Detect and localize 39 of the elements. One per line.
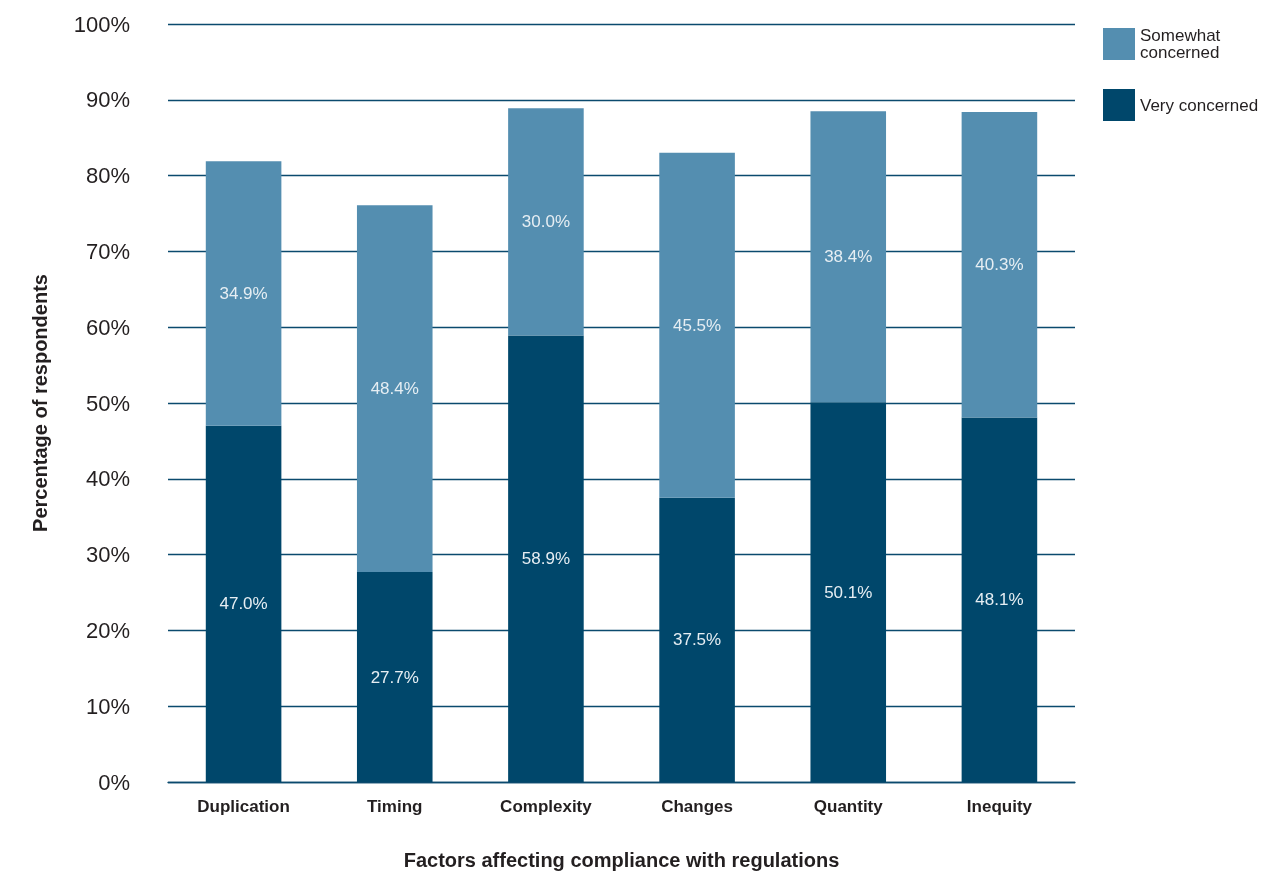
- x-axis-title: Factors affecting compliance with regulations: [403, 849, 840, 871]
- y-tick-label: 50%: [85, 390, 130, 416]
- data-label: 34.9%: [219, 283, 268, 303]
- y-tick-label: 70%: [85, 238, 130, 264]
- y-tick-label: 0%: [98, 769, 130, 795]
- data-label: 45.5%: [672, 315, 722, 335]
- data-label: 30.0%: [521, 212, 571, 232]
- bar: [659, 152, 735, 498]
- y-tick-label: 90%: [85, 87, 130, 113]
- bar: [356, 205, 433, 573]
- bar: [810, 111, 887, 403]
- data-label: 47.0%: [219, 594, 268, 614]
- legend-label: Very concerned: [1140, 95, 1259, 115]
- data-label: 58.9%: [521, 549, 571, 569]
- data-label: 40.3%: [975, 255, 1024, 275]
- y-tick-label: 100%: [73, 11, 130, 37]
- data-label: 48.1%: [975, 590, 1024, 610]
- data-label: 37.5%: [672, 630, 722, 650]
- data-label: 48.4%: [370, 379, 419, 399]
- y-tick-label: 20%: [85, 617, 130, 643]
- bar: [508, 108, 584, 336]
- y-tick-label: 60%: [85, 314, 130, 340]
- x-tick-label: Quantity: [813, 797, 884, 816]
- x-tick-label: Changes: [661, 797, 733, 816]
- y-tick-label: 30%: [85, 542, 130, 568]
- x-tick-label: Timing: [367, 797, 423, 816]
- bar: [961, 111, 1038, 418]
- bar: [205, 161, 282, 426]
- y-axis-title: Percentage of respondents: [29, 274, 51, 532]
- legend-label: Somewhat concerned: [1140, 26, 1226, 62]
- y-tick-label: 10%: [85, 693, 130, 719]
- x-tick-label: Complexity: [500, 797, 593, 816]
- x-tick-label: Duplication: [197, 797, 290, 816]
- data-label: 27.7%: [370, 667, 419, 687]
- y-tick-label: 80%: [85, 163, 130, 189]
- x-tick-label: Inequity: [966, 797, 1033, 816]
- data-label: 50.1%: [824, 582, 873, 602]
- data-label: 38.4%: [824, 247, 873, 267]
- y-tick-label: 40%: [85, 466, 130, 492]
